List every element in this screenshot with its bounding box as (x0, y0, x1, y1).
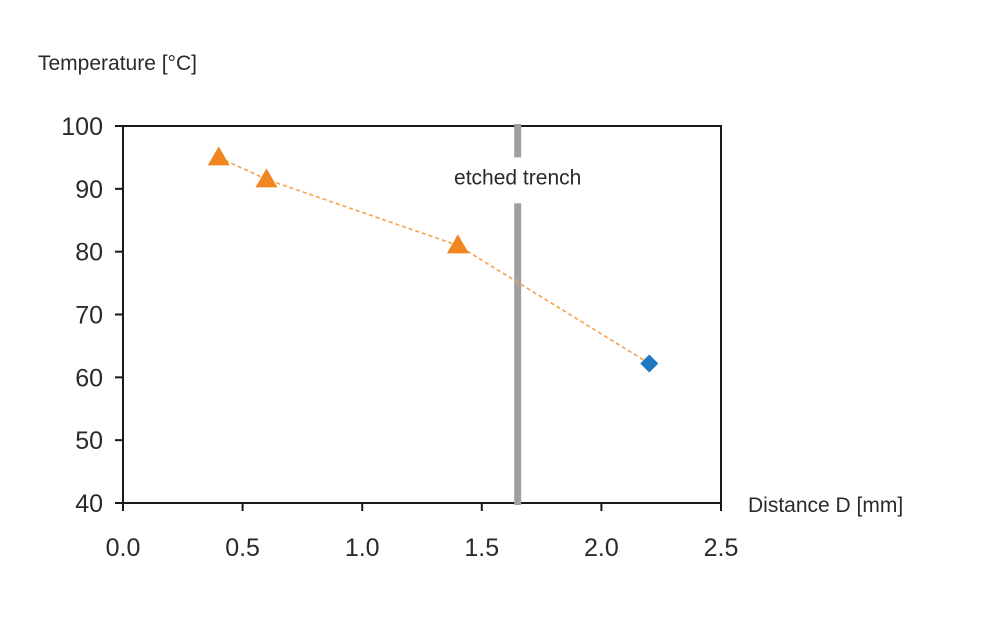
x-tick-label: 2.0 (584, 534, 619, 562)
y-tick-label: 80 (75, 239, 103, 267)
triangle-point (207, 146, 230, 166)
axes (122, 125, 722, 504)
y-tick-label: 70 (75, 302, 103, 330)
etched-trench-label-background (432, 157, 603, 204)
plot-frame (122, 125, 722, 504)
x-tick-label: 0.5 (225, 534, 260, 562)
y-tick-label: 90 (75, 176, 103, 204)
diamond-point (640, 354, 659, 373)
x-tick-label: 1.5 (464, 534, 499, 562)
x-tick-label: 2.5 (704, 534, 739, 562)
x-tick-label: 1.0 (345, 534, 380, 562)
etched-trench-label: etched trench (454, 166, 581, 189)
y-tick-label: 40 (75, 490, 103, 518)
x-axis-title: Distance D [mm] (748, 494, 903, 517)
y-axis-title: Temperature [°C] (38, 52, 197, 75)
ticks: 0.0 0.5 1.0 1.5 2.0 2.5 40 50 60 70 80 90 100 (61, 113, 738, 562)
connector-line (218, 156, 650, 365)
series (207, 146, 659, 373)
x-tick-label: 0.0 (106, 534, 141, 562)
y-tick-label: 100 (61, 113, 103, 141)
annotations: etched trench (432, 124, 603, 505)
triangle-point (255, 168, 278, 188)
y-tick-label: 60 (75, 364, 103, 392)
y-tick-label: 50 (75, 427, 103, 455)
triangle-point (446, 234, 469, 254)
